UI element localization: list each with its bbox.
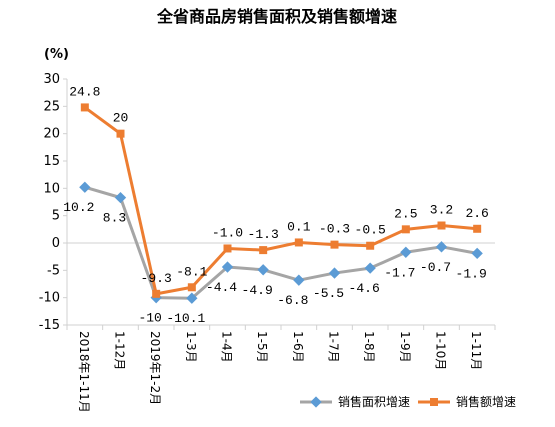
data-label-area: -4.9 bbox=[242, 283, 273, 298]
data-label-area: -0.7 bbox=[420, 260, 451, 275]
legend-label-sales: 销售额增速 bbox=[456, 394, 516, 409]
x-tick-label: 1-7月 bbox=[327, 331, 341, 363]
y-tick-label: 30 bbox=[43, 72, 60, 87]
y-tick-label: 10 bbox=[43, 181, 60, 196]
data-point-area bbox=[79, 181, 91, 193]
data-label-sales: 3.2 bbox=[430, 203, 453, 218]
data-point-area bbox=[328, 267, 341, 279]
series-layer bbox=[79, 103, 483, 304]
data-point-area bbox=[364, 262, 376, 274]
y-tick-label: 15 bbox=[43, 154, 60, 169]
data-label-area: 8.3 bbox=[103, 211, 126, 226]
y-tick-label: 20 bbox=[43, 127, 60, 142]
data-point-sales bbox=[116, 129, 125, 138]
x-tick-label: 1-5月 bbox=[255, 331, 269, 363]
data-label-area: -5.5 bbox=[313, 286, 344, 301]
series-line-sales bbox=[83, 106, 478, 296]
legend-marker-area bbox=[310, 396, 322, 408]
data-point-sales bbox=[223, 244, 232, 253]
data-point-sales bbox=[473, 224, 482, 233]
x-tick-label: 1-11月 bbox=[469, 331, 483, 370]
data-label-area: 10.2 bbox=[63, 200, 94, 215]
x-tick-label: 2019年1-2月 bbox=[148, 331, 162, 405]
data-point-sales bbox=[366, 241, 375, 250]
data-label-area: -10.1 bbox=[166, 311, 205, 326]
x-tick-label: 1-9月 bbox=[398, 331, 412, 363]
data-label-sales: 2.5 bbox=[394, 206, 417, 221]
data-point-area bbox=[400, 246, 412, 258]
data-point-sales bbox=[401, 225, 410, 234]
data-label-area: -4.6 bbox=[349, 281, 380, 296]
data-label-area: -4.4 bbox=[206, 280, 237, 295]
data-point-area bbox=[435, 241, 448, 253]
data-point-area bbox=[257, 264, 269, 276]
x-tick-label: 1-6月 bbox=[291, 331, 305, 363]
data-label-sales: 2.6 bbox=[465, 206, 488, 221]
data-point-area bbox=[221, 261, 234, 273]
y-tick-label: -15 bbox=[39, 318, 60, 333]
data-label-sales: 24.8 bbox=[69, 84, 100, 99]
data-labels: 10.28.3-10 -10.1-4.4 -4.9-6.8 -5.5 -4.6-1.7-… bbox=[63, 84, 489, 326]
data-point-sales bbox=[187, 283, 196, 292]
data-point-sales bbox=[294, 238, 303, 247]
y-tick-label: 25 bbox=[43, 99, 60, 114]
chart-title: 全省商品房销售面积及销售额增速 bbox=[156, 7, 397, 26]
y-tick-label: 0 bbox=[52, 236, 60, 251]
data-label-sales: -0.3 bbox=[319, 222, 350, 237]
data-label-area: -10 bbox=[138, 311, 161, 326]
data-label-sales: 0.1 bbox=[287, 219, 311, 234]
y-unit-label: (%) bbox=[44, 47, 69, 62]
data-point-sales bbox=[80, 103, 89, 112]
x-tick-label: 2018年1-11月 bbox=[77, 331, 91, 413]
y-tick-label: -5 bbox=[47, 263, 60, 278]
data-label-area: -1.9 bbox=[456, 266, 487, 281]
x-tick-label: 1-3月 bbox=[184, 331, 198, 363]
data-point-area bbox=[186, 292, 198, 304]
data-point-sales bbox=[437, 221, 446, 230]
data-point-area bbox=[471, 247, 483, 260]
data-label-area: -1.7 bbox=[384, 265, 415, 280]
data-label-sales: 20 bbox=[113, 111, 129, 126]
data-point-area bbox=[114, 191, 127, 204]
data-point-sales bbox=[330, 240, 339, 249]
legend-marker-sales bbox=[430, 398, 438, 406]
series-line-area bbox=[84, 185, 478, 300]
data-label-sales: -9.3 bbox=[141, 271, 172, 286]
legend: 销售面积增速 销售额增速 bbox=[300, 394, 516, 409]
x-tick-label: 1-4月 bbox=[220, 331, 234, 363]
data-label-sales: -1.3 bbox=[248, 227, 279, 242]
x-tick-label: 1-10月 bbox=[434, 331, 448, 370]
y-tick-label: 5 bbox=[52, 209, 60, 224]
data-label-area: -6.8 bbox=[277, 293, 308, 308]
data-point-sales bbox=[152, 289, 161, 298]
data-point-area bbox=[293, 274, 305, 286]
y-tick-label: -10 bbox=[39, 291, 60, 306]
x-tick-label: 1-12月 bbox=[113, 331, 127, 370]
x-tick-label: 1-8月 bbox=[362, 331, 376, 363]
data-label-sales: -0.5 bbox=[355, 223, 386, 238]
data-label-sales: -1.0 bbox=[212, 225, 243, 240]
data-label-sales: -8.1 bbox=[176, 264, 207, 279]
axes: -15 -10 -5 0 5 10 15 20 25 30 2018年1-11月 1-12月 2019年… bbox=[39, 72, 496, 413]
legend-label-area: 销售面积增速 bbox=[338, 394, 410, 409]
data-point-sales bbox=[259, 246, 268, 255]
